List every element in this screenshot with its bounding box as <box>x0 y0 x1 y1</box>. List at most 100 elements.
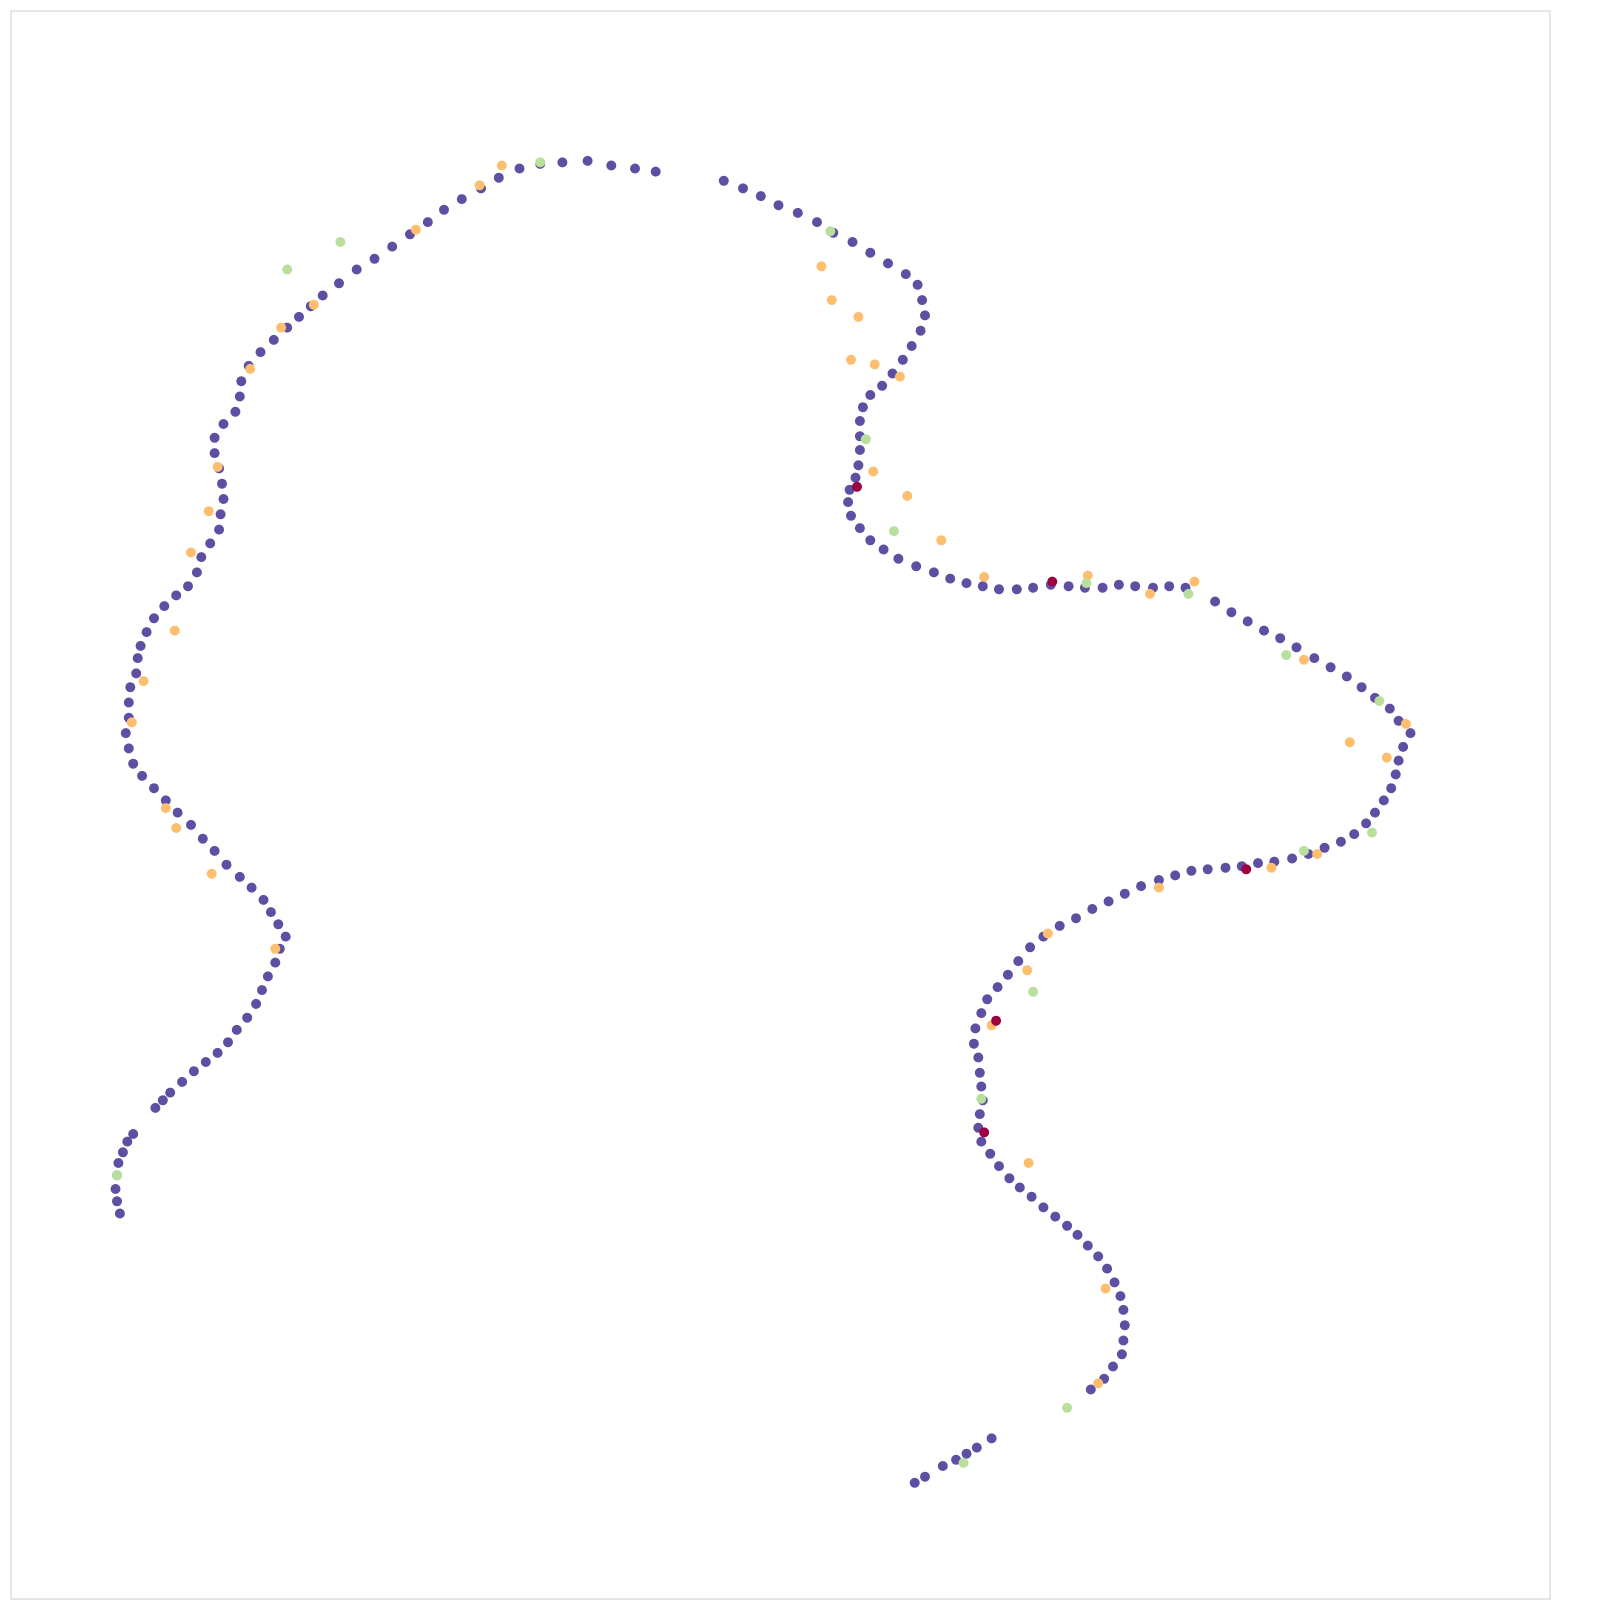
scatter-point <box>474 180 485 191</box>
scatter-point <box>936 535 947 546</box>
scatter-point <box>1062 1220 1073 1231</box>
scatter-point <box>262 971 273 982</box>
scatter-point <box>1370 807 1380 818</box>
scatter-point <box>1241 864 1252 875</box>
scatter-point <box>1085 1384 1096 1395</box>
scatter-point <box>186 819 196 830</box>
scatter-point <box>1183 588 1194 599</box>
scatter-point <box>1259 625 1269 636</box>
scatter-point <box>308 299 319 310</box>
scatter-point <box>979 1127 990 1138</box>
scatter-point <box>215 509 226 520</box>
scatter-point <box>945 573 956 584</box>
scatter-point <box>1189 576 1200 587</box>
scatter-point <box>171 823 182 833</box>
scatter-point <box>128 758 139 769</box>
scatter-point <box>650 166 661 177</box>
scatter-point <box>209 432 220 443</box>
points-layer <box>110 155 1416 1488</box>
scatter-point <box>1164 581 1175 592</box>
scatter-point <box>1356 682 1367 693</box>
scatter-point <box>206 868 217 879</box>
scatter-point <box>906 341 917 351</box>
scatter-point <box>865 535 876 546</box>
scatter-point <box>150 1102 161 1113</box>
scatter-point <box>1082 570 1093 581</box>
scatter-point <box>135 640 146 651</box>
scatter-point <box>217 478 227 489</box>
scatter-point <box>1309 653 1320 664</box>
scatter-point <box>1119 1320 1130 1331</box>
scatter-point <box>196 552 207 563</box>
scatter-point <box>242 1012 253 1023</box>
scatter-point <box>1298 845 1309 856</box>
scatter-point <box>1026 1191 1037 1202</box>
scatter-point <box>1063 581 1074 592</box>
scatter-point <box>1344 737 1355 748</box>
scatter-point <box>961 1448 972 1459</box>
scatter-point <box>1136 881 1147 892</box>
scatter-point <box>1118 1335 1129 1346</box>
scatter-point <box>991 1015 1002 1026</box>
scatter-point <box>902 490 913 501</box>
scatter-point <box>387 241 398 252</box>
scatter-point <box>223 1037 233 1048</box>
scatter-point <box>982 994 993 1005</box>
scatter-point <box>1287 853 1298 864</box>
scatter-point <box>197 833 208 844</box>
scatter-point <box>234 871 245 882</box>
scatter-point <box>1361 818 1372 829</box>
scatter-point <box>1102 1263 1113 1274</box>
scatter-point <box>1097 582 1108 593</box>
scatter-point <box>557 157 568 168</box>
scatter-point <box>846 354 856 365</box>
scatter-point <box>1242 616 1253 627</box>
scatter-point <box>1025 942 1036 953</box>
scatter-point <box>1275 633 1286 644</box>
scatter-point <box>1374 696 1385 706</box>
scatter-point <box>1153 875 1164 885</box>
scatter-point <box>1028 582 1039 593</box>
scatter-point <box>456 194 467 205</box>
scatter-point <box>169 625 180 636</box>
scatter-point <box>255 347 266 358</box>
scatter-point <box>1023 1158 1034 1168</box>
scatter-point <box>1378 795 1389 806</box>
scatter-point <box>974 1109 985 1120</box>
scatter-point <box>209 448 220 459</box>
scatter-point <box>200 1057 211 1067</box>
scatter-point <box>514 163 525 174</box>
scatter-point <box>265 907 276 918</box>
scatter-point <box>1367 827 1377 838</box>
scatter-point <box>606 160 617 171</box>
scatter-point <box>335 237 346 247</box>
scatter-point <box>883 258 893 269</box>
scatter-point <box>149 783 159 794</box>
scatter-point <box>912 279 923 290</box>
scatter-point <box>131 668 142 679</box>
scatter-point <box>1118 1304 1129 1315</box>
scatter-point <box>209 845 220 856</box>
scatter-point <box>854 416 865 426</box>
scatter-point <box>1014 1182 1025 1193</box>
scatter-point <box>773 200 784 211</box>
scatter-point <box>1170 870 1181 881</box>
scatter-point <box>1281 650 1292 661</box>
scatter-point <box>1002 969 1013 980</box>
scatter-point <box>113 1158 124 1168</box>
scatter-point <box>877 380 888 391</box>
scatter-point <box>422 217 433 228</box>
scatter-point <box>212 1047 223 1058</box>
scatter-point <box>183 581 193 592</box>
scatter-point <box>123 743 134 754</box>
scatter-point <box>110 1184 121 1194</box>
scatter-point <box>920 1471 930 1482</box>
scatter-point <box>825 226 836 237</box>
scatter-point <box>854 523 865 534</box>
scatter-point <box>270 957 281 968</box>
scatter-point <box>846 510 856 521</box>
scatter-point <box>961 578 972 589</box>
scatter-point <box>889 526 899 537</box>
scatter-point <box>1145 588 1155 599</box>
scatter-point <box>911 561 922 572</box>
